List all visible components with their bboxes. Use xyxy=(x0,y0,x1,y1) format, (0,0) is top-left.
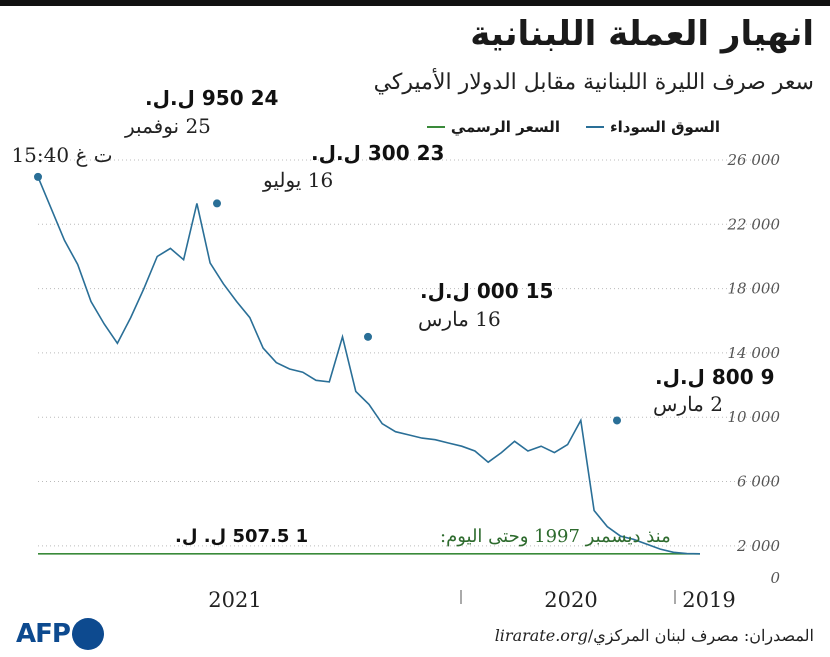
chart-subtitle: سعر صرف الليرة اللبنانية مقابل الدولار ا… xyxy=(373,70,814,95)
annotation-value: 24 950 ل.ل. xyxy=(145,86,278,110)
afp-logo-text: AFP xyxy=(16,619,71,649)
annotation-date: 2 مارس xyxy=(653,392,723,416)
legend-black-swatch xyxy=(585,126,604,128)
legend: السوق السوداء السعر الرسمي xyxy=(426,118,720,136)
black-market-line xyxy=(37,176,701,555)
annotation-time: 15:40 ت غ xyxy=(11,143,112,167)
source: المصدران: مصرف لبنان المركزي/lirarate.or… xyxy=(495,626,814,645)
source-label: المصدران: مصرف لبنان المركزي/ xyxy=(587,626,814,645)
x-tick-label: 2021 xyxy=(208,588,261,612)
x-tick-label: 2020 xyxy=(544,588,597,612)
y-axis-ticks: 0 2 000 6 000 10 000 14 000 18 000 22 000 26 00… xyxy=(727,151,781,587)
legend-official-label: السعر الرسمي xyxy=(450,118,560,136)
y-tick-label: 22 000 xyxy=(727,215,781,233)
x-tick-label: 2019 xyxy=(682,588,735,612)
legend-black-label: السوق السوداء xyxy=(609,118,720,136)
annotation-date: 16 يوليو xyxy=(262,168,333,192)
peak-marker xyxy=(34,172,42,181)
y-tick-label: 14 000 xyxy=(728,344,781,362)
official-value: 1 507.5 ل. ل. xyxy=(175,526,308,547)
peak-marker xyxy=(613,416,621,425)
chart-title: انهيار العملة اللبنانية xyxy=(470,14,814,54)
legend-official: السعر الرسمي xyxy=(426,118,560,136)
y-tick-label: 18 000 xyxy=(728,280,781,298)
y-tick-label: 10 000 xyxy=(728,408,781,426)
annotation-value: 9 800 ل.ل. xyxy=(655,365,775,389)
annotation-value: 23 300 ل.ل. xyxy=(311,141,444,165)
afp-logo: AFP xyxy=(16,618,104,650)
legend-black-market: السوق السوداء xyxy=(585,118,720,136)
annotations: 24 950 ل.ل. 25 نوفمبر 15:40 ت غ 23 300 ل.ل.… xyxy=(11,86,775,425)
legend-official-swatch xyxy=(426,126,445,128)
official-note: منذ ديسمبر 1997 وحتى اليوم: xyxy=(440,526,671,547)
peak-marker xyxy=(213,199,221,208)
y-tick-label: 6 000 xyxy=(737,473,780,491)
annotation-date: 25 نوفمبر xyxy=(124,114,211,138)
grid xyxy=(38,159,782,547)
annotation-value: 15 000 ل.ل. xyxy=(420,279,553,303)
y-tick-label: 0 xyxy=(770,569,780,587)
y-tick-label: 26 000 xyxy=(727,151,781,169)
source-site: lirarate.org xyxy=(494,626,588,645)
annotation-date: 16 مارس xyxy=(418,307,501,331)
peak-marker xyxy=(364,332,372,341)
y-tick-label: 2 000 xyxy=(736,537,780,555)
afp-logo-dot xyxy=(71,618,104,650)
top-bar xyxy=(0,0,830,6)
x-axis: 2021 2020 2019 xyxy=(208,588,735,612)
